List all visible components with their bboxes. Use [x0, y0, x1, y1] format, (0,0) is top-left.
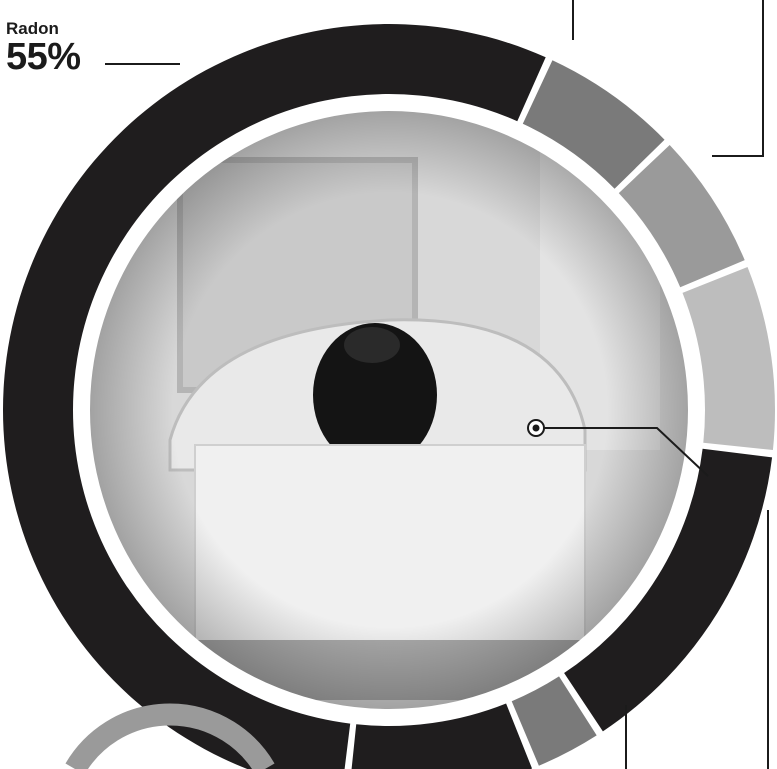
donut-slice-0: [3, 24, 546, 769]
donut-slice-3: [682, 266, 775, 451]
donut-slice-4: [564, 448, 773, 732]
radon-percent: 55%: [6, 36, 81, 78]
donut-slice-1: [522, 60, 665, 189]
donut-ring: [3, 24, 775, 769]
leader-line-photo: [536, 427, 709, 477]
next-donut-fragment: [65, 703, 275, 769]
center-photo: [86, 107, 692, 713]
donut-slice-2: [618, 145, 745, 288]
donut-slice-5: [511, 676, 597, 766]
leader-line-right: [712, 0, 764, 157]
donut-slice-6: [351, 703, 533, 769]
radon-label: Radon: [6, 19, 59, 38]
radon-callout: Radon 55%: [6, 19, 81, 78]
